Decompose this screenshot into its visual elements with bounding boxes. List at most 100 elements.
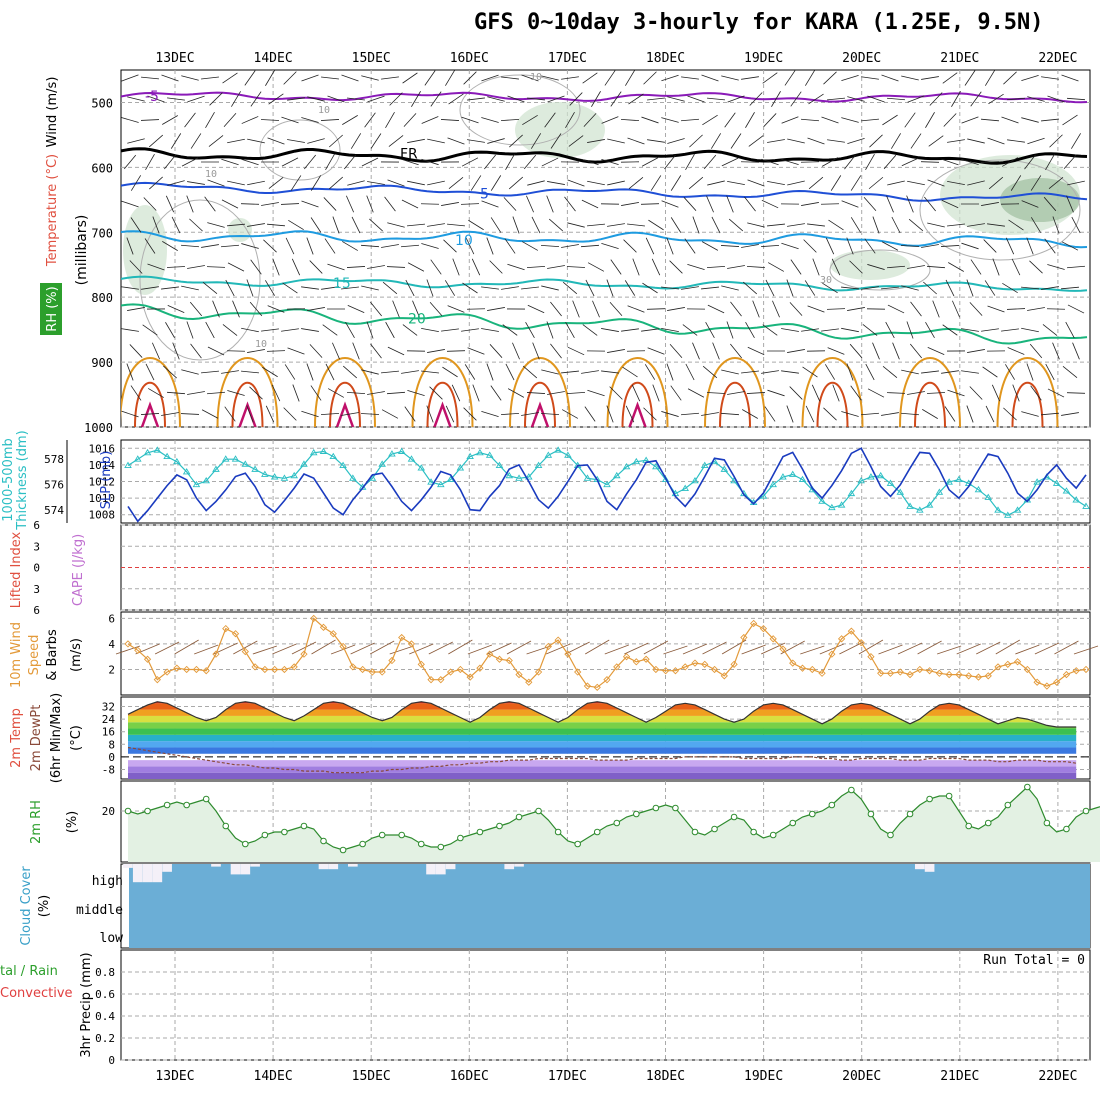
rh-point bbox=[1004, 801, 1012, 809]
wind-barb bbox=[669, 343, 683, 359]
wind-barb bbox=[942, 324, 958, 336]
cloud-high-gap bbox=[240, 864, 251, 875]
wind-barb bbox=[625, 405, 635, 423]
wind-barb bbox=[645, 237, 655, 255]
wind-barb bbox=[467, 97, 485, 101]
thickness-point bbox=[1052, 479, 1061, 486]
wind-barb bbox=[981, 202, 999, 206]
wind-barb bbox=[527, 304, 545, 314]
rh-point bbox=[808, 810, 816, 818]
wind-barb bbox=[623, 239, 637, 253]
y-tick-thickness: 576 bbox=[44, 479, 64, 492]
y-tick-temp: 16 bbox=[102, 726, 115, 739]
wind-barb bbox=[1005, 237, 1015, 255]
wind-barb bbox=[421, 243, 439, 249]
wind10m-point bbox=[544, 642, 552, 651]
temp-band bbox=[128, 734, 1077, 742]
wind-barb bbox=[441, 328, 459, 332]
wind-barb bbox=[444, 280, 456, 296]
wind-barb bbox=[448, 177, 464, 189]
wind-barb bbox=[189, 218, 203, 232]
wind-barb bbox=[830, 175, 842, 191]
wind-barb bbox=[127, 138, 145, 144]
wind-barb bbox=[163, 365, 177, 379]
wind-barb-10m bbox=[448, 639, 473, 655]
wind10m-point bbox=[720, 672, 728, 680]
wind-barb bbox=[907, 95, 925, 103]
wind-barb bbox=[789, 302, 803, 316]
wind10m-point bbox=[212, 650, 220, 658]
wind-barb bbox=[327, 388, 345, 398]
wind10m-point bbox=[173, 664, 181, 672]
wind-barb bbox=[429, 386, 443, 400]
wind-barb bbox=[746, 392, 766, 394]
wind-barb bbox=[149, 176, 163, 190]
wind-barb bbox=[881, 74, 899, 82]
wind-barb bbox=[121, 200, 139, 208]
wind-barb bbox=[800, 118, 820, 122]
isotherm-minus5 bbox=[121, 91, 1088, 104]
cloud-high-gap bbox=[435, 864, 446, 875]
isotherm-30 bbox=[914, 382, 946, 427]
wind-barb bbox=[447, 137, 465, 145]
wind-barb bbox=[452, 258, 460, 276]
y-axis-label-cloud-1: Cloud Cover bbox=[19, 866, 34, 946]
wind-barb bbox=[1021, 286, 1039, 290]
wind-barb bbox=[561, 76, 579, 80]
wind-barb bbox=[790, 91, 802, 107]
thickness-point bbox=[603, 480, 611, 488]
wind-barb bbox=[561, 409, 579, 419]
wind-barb bbox=[966, 405, 974, 423]
wind-barb bbox=[584, 406, 596, 422]
wind-barb bbox=[841, 411, 859, 417]
wind-barb bbox=[327, 263, 345, 271]
wind-barb-10m bbox=[487, 642, 512, 655]
wind10m-point bbox=[1004, 660, 1012, 668]
wind-barb bbox=[583, 113, 597, 127]
wind-barb bbox=[1072, 342, 1080, 360]
isotherm-5 bbox=[121, 181, 1088, 202]
wind10m-point bbox=[486, 650, 494, 658]
wind-barb bbox=[350, 133, 362, 149]
wind-barb bbox=[541, 157, 559, 167]
wind-barb bbox=[821, 157, 839, 167]
thickness-point bbox=[534, 461, 543, 468]
wind-barb bbox=[342, 365, 358, 379]
wind-barb bbox=[849, 260, 863, 274]
wind-barb bbox=[706, 265, 726, 269]
wind-barb bbox=[580, 244, 600, 248]
wind-barb bbox=[261, 328, 279, 332]
wind-barb bbox=[621, 328, 639, 332]
wind-barb bbox=[886, 265, 906, 269]
wind10m-point bbox=[837, 635, 846, 643]
wind-barb bbox=[587, 262, 605, 272]
wind-barb bbox=[186, 195, 194, 213]
rh-point bbox=[652, 804, 660, 812]
cloud-high-gap bbox=[123, 864, 133, 868]
wind-barb bbox=[1071, 216, 1081, 234]
wind-barb bbox=[346, 195, 354, 213]
wind-barb bbox=[407, 262, 425, 272]
wind-barb bbox=[367, 265, 385, 269]
wind-barb bbox=[272, 258, 280, 276]
rh-point bbox=[320, 837, 327, 845]
wind-barb bbox=[827, 347, 845, 355]
wind-barb bbox=[947, 389, 965, 397]
thickness-point bbox=[388, 450, 396, 457]
wind-barb bbox=[886, 97, 906, 101]
wind-barb bbox=[601, 328, 619, 332]
wind-barb bbox=[587, 389, 605, 397]
wind-barb bbox=[403, 113, 417, 127]
wind-barb bbox=[886, 195, 894, 213]
wind10m-point bbox=[603, 676, 611, 684]
wind-barb bbox=[223, 113, 237, 127]
wind-barb bbox=[525, 321, 535, 339]
wind-barb bbox=[850, 175, 862, 191]
wind-barb bbox=[121, 117, 139, 123]
wind-barb bbox=[568, 135, 584, 147]
isotherm-25 bbox=[314, 357, 376, 427]
wind10m-point bbox=[1062, 670, 1071, 679]
rh-point bbox=[378, 831, 386, 839]
rh-point bbox=[496, 822, 503, 830]
wind-barb bbox=[628, 93, 644, 105]
